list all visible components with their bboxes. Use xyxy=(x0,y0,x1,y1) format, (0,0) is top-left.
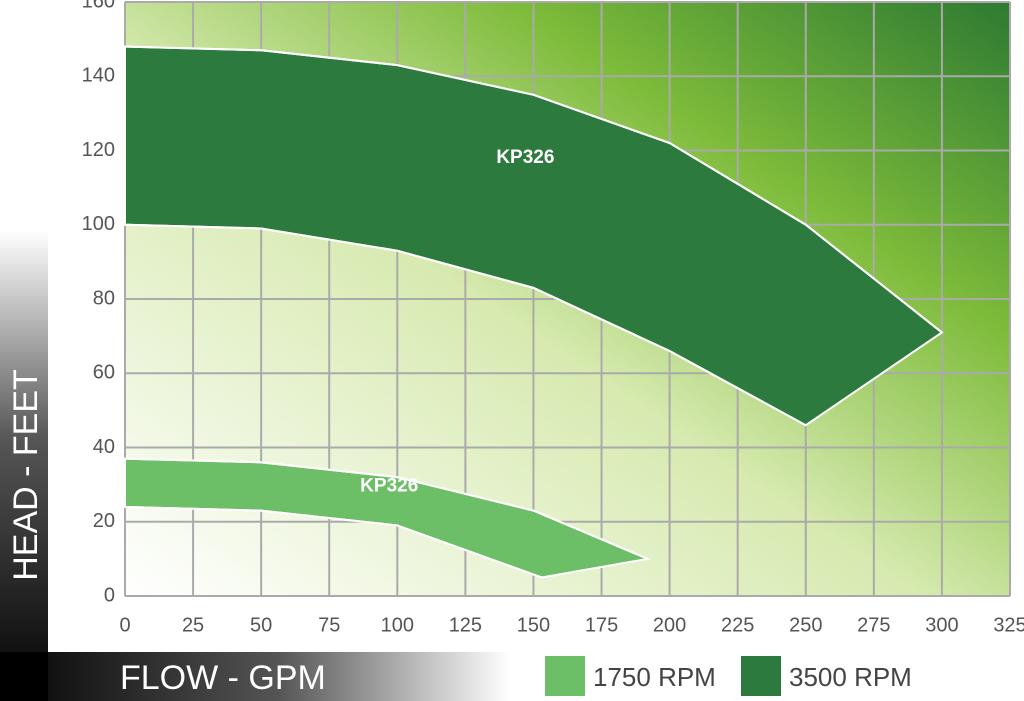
x-tick-label: 250 xyxy=(789,614,822,636)
y-label-band xyxy=(0,230,48,652)
x-tick-label: 225 xyxy=(721,614,754,636)
x-tick-label: 50 xyxy=(250,614,272,636)
y-tick-label: 20 xyxy=(93,510,115,532)
x-tick-label: 150 xyxy=(517,614,550,636)
y-tick-label: 0 xyxy=(104,584,115,606)
x-label-band xyxy=(48,652,510,701)
x-tick-label: 0 xyxy=(119,614,130,636)
x-tick-label: 25 xyxy=(182,614,204,636)
corner-block xyxy=(0,652,48,701)
band-label: KP326 xyxy=(496,147,554,168)
legend-swatch xyxy=(545,656,585,696)
y-tick-label: 100 xyxy=(82,213,115,235)
x-tick-label: 125 xyxy=(449,614,482,636)
upper-curve xyxy=(124,457,649,560)
lower-curve xyxy=(124,223,807,427)
x-tick-label: 325 xyxy=(993,614,1024,636)
legend-swatch xyxy=(741,656,781,696)
y-tick-label: 160 xyxy=(82,0,115,12)
x-tick-label: 100 xyxy=(381,614,414,636)
lower-curve xyxy=(124,505,542,579)
y-tick-label: 40 xyxy=(93,436,115,458)
legend-label: 3500 RPM xyxy=(789,662,912,692)
y-tick-label: 80 xyxy=(93,287,115,309)
y-tick-label: 60 xyxy=(93,362,115,384)
x-tick-label: 75 xyxy=(318,614,340,636)
x-tick-label: 175 xyxy=(585,614,618,636)
x-tick-label: 200 xyxy=(653,614,686,636)
x-tick-label: 275 xyxy=(857,614,890,636)
y-tick-label: 120 xyxy=(82,139,115,161)
y-axis-label: HEAD - FEET xyxy=(7,369,45,581)
band-label: KP326 xyxy=(360,475,418,496)
x-axis-label: FLOW - GPM xyxy=(120,659,326,697)
x-tick-label: 300 xyxy=(925,614,958,636)
legend-label: 1750 RPM xyxy=(593,662,716,692)
y-tick-label: 140 xyxy=(82,65,115,87)
upper-curve xyxy=(124,45,943,334)
